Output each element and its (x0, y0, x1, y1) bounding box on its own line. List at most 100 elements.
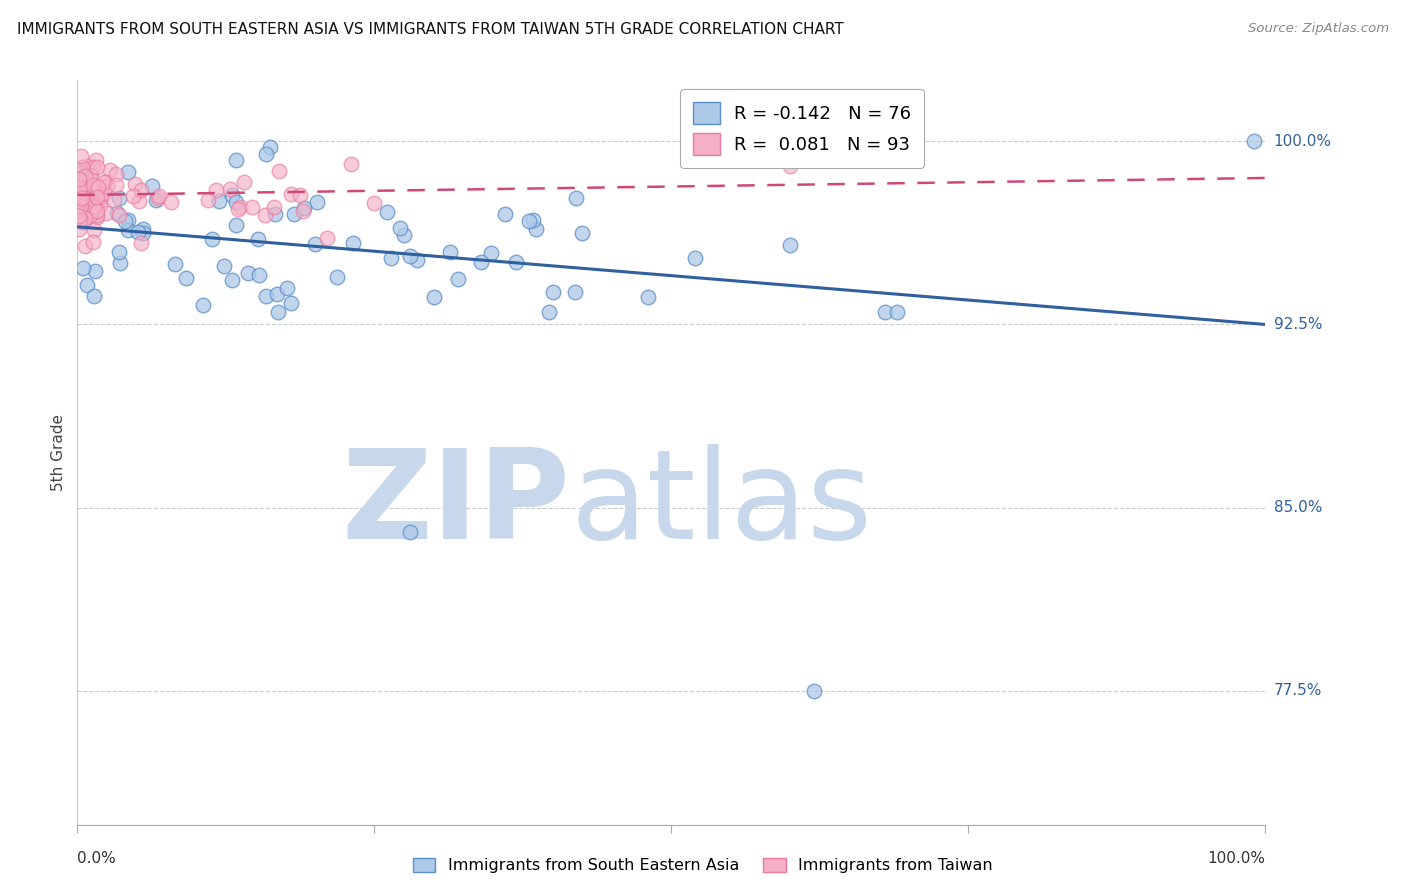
Point (212, 259, 235, 273)
Point (72, 186, 94, 200)
Point (117, 213, 139, 227)
Point (82, 178, 104, 193)
Point (229, 200, 252, 214)
Point (683, 251, 706, 265)
Point (82, 160, 104, 174)
Point (571, 227, 593, 241)
Point (304, 237, 326, 252)
Point (292, 201, 315, 215)
Point (105, 178, 128, 192)
Point (129, 235, 152, 250)
Point (342, 235, 364, 250)
Point (267, 305, 290, 319)
Point (221, 188, 243, 202)
Point (392, 227, 415, 242)
Point (77, 191, 100, 205)
Point (90, 190, 112, 204)
Point (107, 208, 129, 222)
Point (75, 169, 97, 184)
Point (86, 183, 108, 197)
Point (1243, 134, 1265, 148)
Point (201, 232, 224, 246)
Point (263, 200, 285, 214)
Point (779, 237, 801, 252)
Point (72, 214, 94, 228)
Point (69, 178, 91, 193)
Point (79, 168, 101, 182)
Point (129, 183, 152, 197)
Point (637, 290, 659, 304)
Point (517, 214, 540, 228)
Point (67, 172, 90, 186)
Point (86, 211, 108, 225)
Point (193, 298, 215, 312)
Point (148, 189, 170, 203)
Point (122, 188, 145, 202)
Point (160, 194, 183, 209)
Point (264, 206, 287, 220)
Point (117, 164, 139, 178)
Point (146, 191, 169, 205)
Point (205, 183, 228, 197)
Point (225, 194, 247, 209)
Point (69, 179, 91, 194)
Text: Source: ZipAtlas.com: Source: ZipAtlas.com (1249, 22, 1389, 36)
Text: 77.5%: 77.5% (1274, 683, 1322, 698)
Point (105, 167, 128, 181)
Text: ZIP: ZIP (342, 444, 571, 566)
Point (83, 204, 105, 219)
Point (537, 305, 560, 319)
Text: 100.0%: 100.0% (1274, 134, 1331, 149)
Point (105, 206, 128, 220)
Point (90, 187, 112, 202)
Point (103, 194, 125, 208)
Point (76, 278, 98, 293)
Point (73, 239, 96, 253)
Point (225, 153, 247, 167)
Point (117, 223, 139, 237)
Point (280, 187, 302, 202)
Point (86, 179, 108, 194)
Point (67, 209, 90, 223)
Point (83, 223, 105, 237)
Point (522, 212, 544, 227)
Point (803, 683, 825, 698)
Point (73, 182, 96, 196)
Point (339, 157, 361, 171)
Point (290, 188, 312, 202)
Point (240, 200, 263, 214)
Point (67, 192, 90, 206)
Point (70, 190, 93, 204)
Point (363, 195, 385, 210)
Text: 100.0%: 100.0% (1208, 851, 1265, 866)
Point (82, 235, 104, 249)
Point (69, 193, 91, 207)
Point (72, 193, 94, 207)
Point (219, 182, 242, 196)
Point (423, 290, 446, 304)
Point (315, 231, 337, 245)
Point (75, 176, 97, 190)
Point (70, 191, 93, 205)
Point (446, 272, 468, 286)
Point (84, 264, 107, 278)
Point (76, 159, 98, 173)
Point (83, 200, 105, 214)
Point (89, 198, 111, 212)
Point (875, 305, 897, 319)
Point (505, 254, 527, 268)
Point (80, 165, 103, 179)
Point (526, 221, 548, 235)
Point (280, 296, 302, 310)
Point (141, 178, 163, 193)
Point (225, 219, 247, 233)
Point (399, 249, 422, 263)
Point (108, 191, 131, 205)
Point (114, 214, 136, 228)
Point (70, 166, 93, 180)
Point (479, 245, 502, 260)
Point (77, 208, 100, 222)
Point (72, 160, 94, 174)
Y-axis label: 5th Grade: 5th Grade (51, 414, 66, 491)
Point (565, 191, 588, 205)
